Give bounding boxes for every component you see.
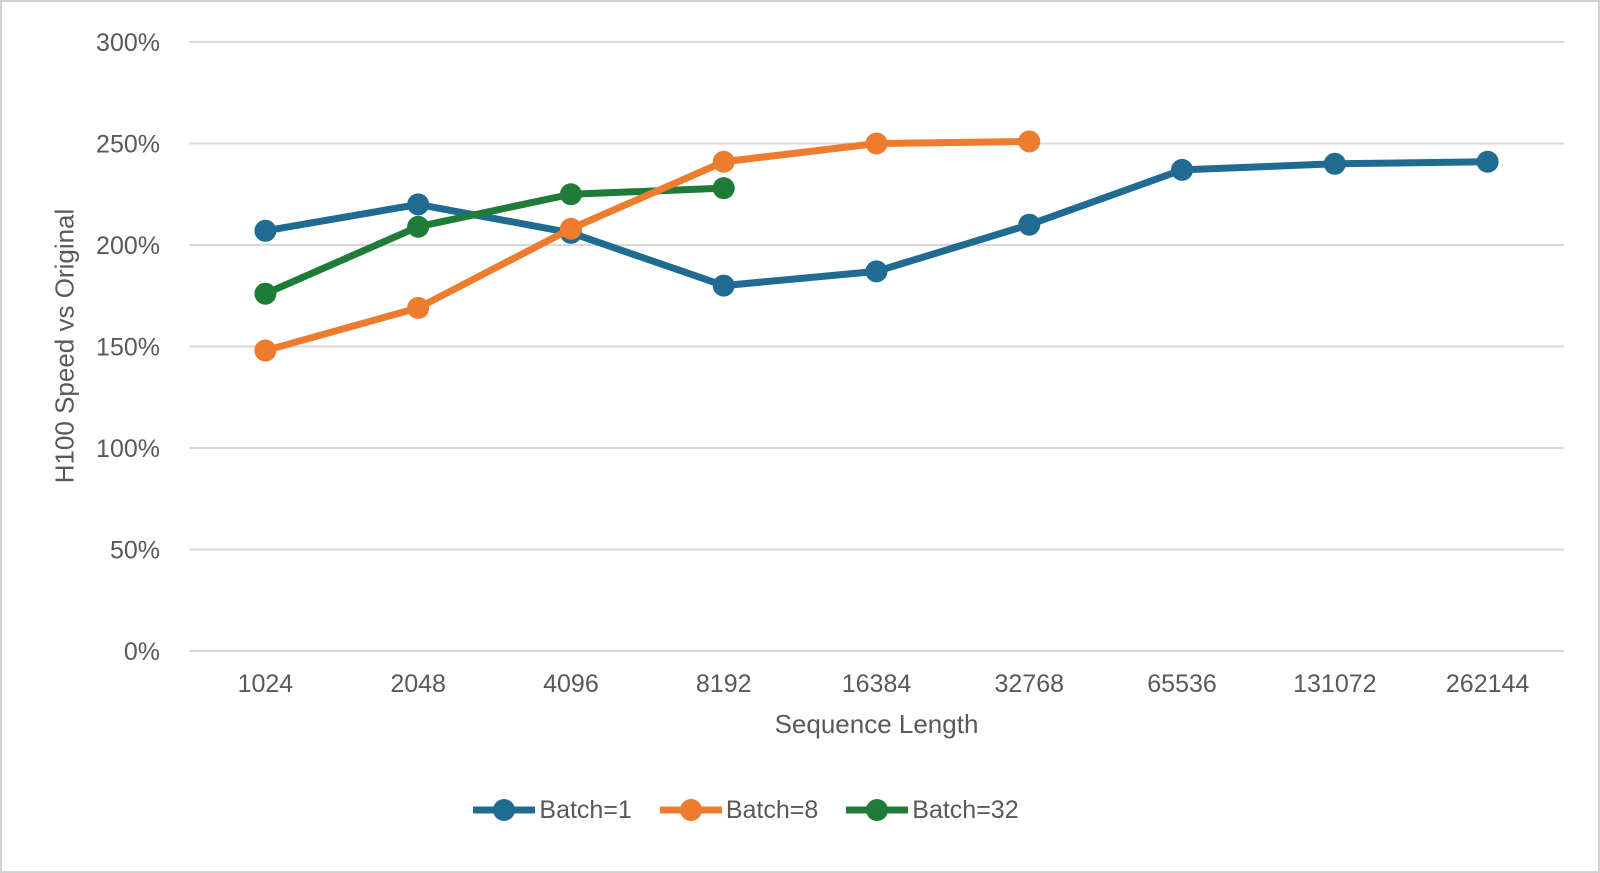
x-tick-label-16384: 16384 <box>842 670 912 698</box>
x-tick-label-2048: 2048 <box>390 670 446 698</box>
data-point-batch-32-4096 <box>559 183 582 206</box>
data-point-batch-1-1024 <box>254 219 277 242</box>
x-tick-label-131072: 131072 <box>1293 670 1376 698</box>
data-point-batch-1-65536 <box>1171 158 1194 181</box>
x-tick-label-32768: 32768 <box>995 670 1065 698</box>
data-point-batch-8-4096 <box>559 217 582 240</box>
y-tick-label-250: 250% <box>96 131 160 159</box>
y-tick-label-100: 100% <box>96 435 160 463</box>
legend-marker-batch-1-icon <box>473 799 536 821</box>
data-point-batch-8-2048 <box>407 296 430 319</box>
data-point-batch-32-8192 <box>712 177 735 200</box>
y-tick-label-300: 300% <box>96 29 160 57</box>
data-point-batch-1-2048 <box>407 193 430 216</box>
legend-item-batch-8: Batch=8 <box>659 795 819 825</box>
y-tick-label-50: 50% <box>110 537 160 565</box>
legend-label-batch-8: Batch=8 <box>725 795 819 824</box>
data-point-batch-1-8192 <box>712 274 735 297</box>
y-tick-label-150: 150% <box>96 334 160 362</box>
chart-legend: Batch=1 Batch=8 Batch=32 <box>2 790 1546 830</box>
data-point-batch-8-16384 <box>865 132 888 155</box>
y-tick-label-200: 200% <box>96 232 160 260</box>
legend-label-batch-1: Batch=1 <box>539 795 632 824</box>
data-point-batch-1-32768 <box>1018 213 1041 236</box>
x-tick-label-65536: 65536 <box>1147 670 1217 698</box>
x-tick-label-1024: 1024 <box>238 670 294 698</box>
legend-marker-batch-8-icon <box>659 799 722 821</box>
legend-marker-batch-32-icon <box>846 799 909 821</box>
data-point-batch-8-1024 <box>254 339 277 362</box>
data-point-batch-8-32768 <box>1018 130 1041 153</box>
x-tick-label-4096: 4096 <box>543 670 599 698</box>
legend-item-batch-32: Batch=32 <box>846 795 1019 825</box>
y-axis-title: H100 Speed vs Original <box>49 208 80 484</box>
x-tick-label-8192: 8192 <box>696 670 752 698</box>
data-point-batch-1-131072 <box>1323 152 1346 175</box>
x-tick-label-262144: 262144 <box>1446 670 1530 698</box>
data-point-batch-1-16384 <box>865 260 888 283</box>
data-point-batch-1-262144 <box>1476 150 1499 173</box>
data-point-batch-8-8192 <box>712 150 735 173</box>
x-axis-title: Sequence Length <box>774 709 979 739</box>
y-tick-label-0: 0% <box>124 638 160 666</box>
series-line-batch-32 <box>261 184 728 298</box>
data-point-batch-32-1024 <box>254 282 277 305</box>
series-line-batch-8 <box>261 137 1033 355</box>
data-point-batch-32-2048 <box>407 215 430 238</box>
legend-label-batch-32: Batch=32 <box>912 795 1019 824</box>
legend-item-batch-1: Batch=1 <box>473 795 632 825</box>
